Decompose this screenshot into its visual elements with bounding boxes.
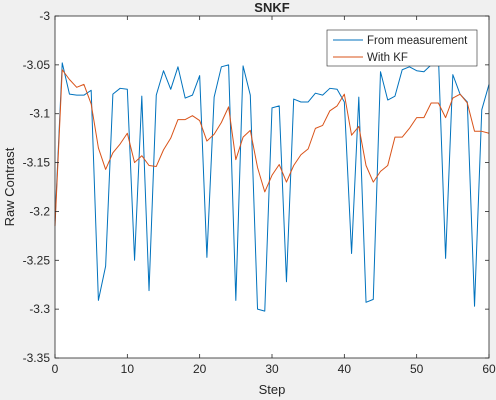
- x-axis-label: Step: [259, 382, 286, 397]
- y-tick-label: -3: [39, 9, 50, 23]
- y-tick-label: -3.25: [23, 253, 51, 267]
- x-tick-label: 10: [121, 362, 135, 376]
- legend: From measurement With KF: [326, 29, 478, 67]
- x-ticks: 0 10 20 30 40 50 60: [52, 16, 496, 376]
- series-line-1: [54, 69, 490, 227]
- x-tick-label: 40: [338, 362, 352, 376]
- y-axis-label: Raw Contrast: [2, 147, 17, 226]
- legend-box: [326, 29, 478, 67]
- x-tick-label: 60: [482, 362, 496, 376]
- x-tick-label: 0: [52, 362, 59, 376]
- legend-label-measurement: From measurement: [367, 35, 468, 47]
- y-tick-label: -3.05: [23, 58, 51, 72]
- legend-label-kf: With KF: [367, 52, 408, 64]
- series-line-0: [54, 54, 490, 312]
- x-tick-label: 30: [265, 362, 279, 376]
- series-layer: [54, 54, 490, 312]
- y-tick-label: -3.35: [23, 351, 51, 365]
- y-tick-label: -3.3: [29, 302, 50, 316]
- x-tick-label: 20: [193, 362, 207, 376]
- plot-area: [55, 16, 489, 358]
- x-tick-label: 50: [410, 362, 424, 376]
- chart-title: SNKF: [254, 0, 289, 15]
- y-tick-label: -3.1: [29, 107, 50, 121]
- y-tick-label: -3.2: [29, 204, 50, 218]
- y-tick-label: -3.15: [23, 156, 51, 170]
- y-ticks: -3 -3.05 -3.1 -3.15 -3.2 -3.25 -3.3 -3.35: [23, 9, 489, 365]
